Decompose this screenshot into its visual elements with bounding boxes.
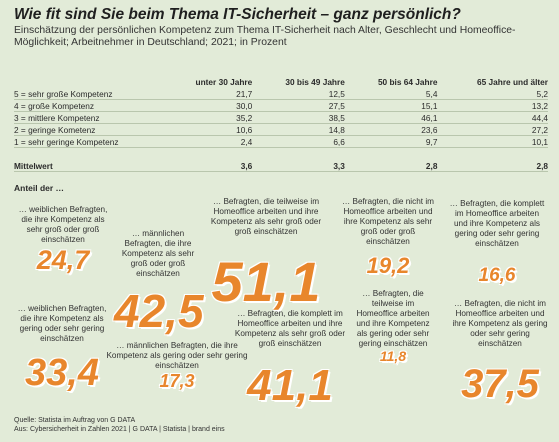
- item-text: … männlichen Befragten, die ihre Kompete…: [106, 341, 248, 370]
- cell: 2,4: [164, 135, 253, 148]
- cell: 21,7: [164, 88, 253, 100]
- item-value: 11,8: [379, 348, 407, 364]
- item-text: … männlichen Befragten, die ihre Kompete…: [121, 229, 195, 278]
- subtitle: Einschätzung der persönlichen Kompetenz …: [14, 25, 516, 48]
- item-value: 24,7: [36, 245, 90, 275]
- cell: 27,5: [252, 99, 345, 112]
- row-label: Mittelwert: [14, 147, 164, 172]
- row-label: 2 = geringe Kometenz: [14, 123, 164, 136]
- item-value: 16,6: [478, 265, 516, 286]
- row-label: 5 = sehr große Kompetenz: [14, 88, 164, 100]
- cell: 9,7: [344, 135, 438, 148]
- cell: 23,6: [344, 123, 438, 136]
- item-value: 51,1: [211, 250, 321, 313]
- item-value: 37,5: [461, 362, 539, 406]
- table-row: 5 = sehr große Kompetenz 21,7 12,5 5,4 5,2: [14, 88, 548, 100]
- table-row: 2 = geringe Kometenz 10,6 14,8 23,6 27,2: [14, 123, 548, 136]
- column-header: 50 bis 64 Jahre: [377, 77, 438, 87]
- cell: 6,6: [252, 135, 345, 148]
- cell: 12,5: [252, 88, 345, 100]
- table-header: unter 30 Jahre 30 bis 49 Jahre 50 bis 64 J…: [14, 76, 548, 88]
- item-value: 33,4: [25, 352, 99, 394]
- cell: 3,6: [164, 147, 253, 172]
- cell: 2,8: [344, 147, 438, 172]
- row-label: 4 = große Kompetenz: [14, 99, 164, 112]
- cell: 10,6: [164, 123, 253, 136]
- cell: 5,2: [437, 88, 548, 100]
- item-value: 42,5: [114, 285, 204, 337]
- table-body: 5 = sehr große Kompetenz 21,7 12,5 5,4 5,2 4 …: [14, 88, 548, 172]
- cell: 3,3: [252, 147, 345, 172]
- cell: 13,2: [437, 99, 548, 112]
- column-header: unter 30 Jahre: [195, 77, 253, 87]
- item-text: … weiblichen Befragten, die ihre Kompete…: [17, 304, 107, 343]
- item-text: … weiblichen Befragten, die ihre Kompete…: [18, 205, 108, 244]
- cell: 30,0: [164, 99, 253, 112]
- cell: 14,8: [252, 123, 345, 136]
- cell: 27,2: [437, 123, 548, 136]
- header-spacer: [14, 76, 164, 88]
- item-text: … Befragten, die komplett im Homeoffice …: [449, 199, 545, 248]
- item-text: … Befragten, die nicht im Homeoffice arb…: [452, 299, 548, 348]
- section-heading: Anteil der …: [14, 183, 65, 193]
- cell: 10,1: [437, 135, 548, 148]
- cell: 35,2: [164, 111, 253, 124]
- row-label: 3 = mittlere Kompetenz: [14, 111, 164, 124]
- column-header: 30 bis 49 Jahre: [285, 77, 345, 87]
- cell: 44,4: [437, 111, 548, 124]
- table-row: 1 = sehr geringe Kompetenz 2,4 6,6 9,7 10,1: [14, 135, 548, 148]
- cell: 46,1: [344, 111, 438, 124]
- title: Wie fit sind Sie beim Thema IT-Sicherhei…: [14, 6, 461, 23]
- table: unter 30 Jahre 30 bis 49 Jahre 50 bis 64 J…: [14, 76, 548, 172]
- item-value: 19,2: [366, 253, 410, 278]
- cell: 5,4: [344, 88, 438, 100]
- source: Quelle: Statista im Auftrag von G DATA: [14, 417, 136, 424]
- cell: 15,1: [344, 99, 438, 112]
- table-row: 4 = große Kompetenz 30,0 27,5 15,1 13,2: [14, 99, 548, 112]
- item-text: … Befragten, die komplett im Homeoffice …: [234, 309, 346, 348]
- item-text: … Befragten, die teilweise im Homeoffice…: [356, 289, 430, 348]
- item-text: … Befragten, die nicht im Homeoffice arb…: [342, 197, 434, 246]
- table-row: 3 = mittlere Kompetenz 35,2 38,5 46,1 44,4: [14, 111, 548, 124]
- publication: Aus: Cybersicherheit in Zahlen 2021 | G …: [14, 426, 225, 433]
- item-text: … Befragten, die teilweise im Homeoffice…: [210, 197, 322, 236]
- cell: 2,8: [437, 147, 548, 172]
- cell: 38,5: [252, 111, 345, 124]
- item-value: 17,3: [159, 371, 195, 391]
- column-header: 65 Jahre und älter: [476, 77, 548, 87]
- item-value: 41,1: [247, 361, 333, 410]
- row-label: 1 = sehr geringe Kompetenz: [14, 135, 164, 148]
- sources: Quelle: Statista im Auftrag von G DATA A…: [14, 416, 225, 434]
- mean-row: Mittelwert 3,6 3,3 2,8 2,8: [14, 147, 548, 172]
